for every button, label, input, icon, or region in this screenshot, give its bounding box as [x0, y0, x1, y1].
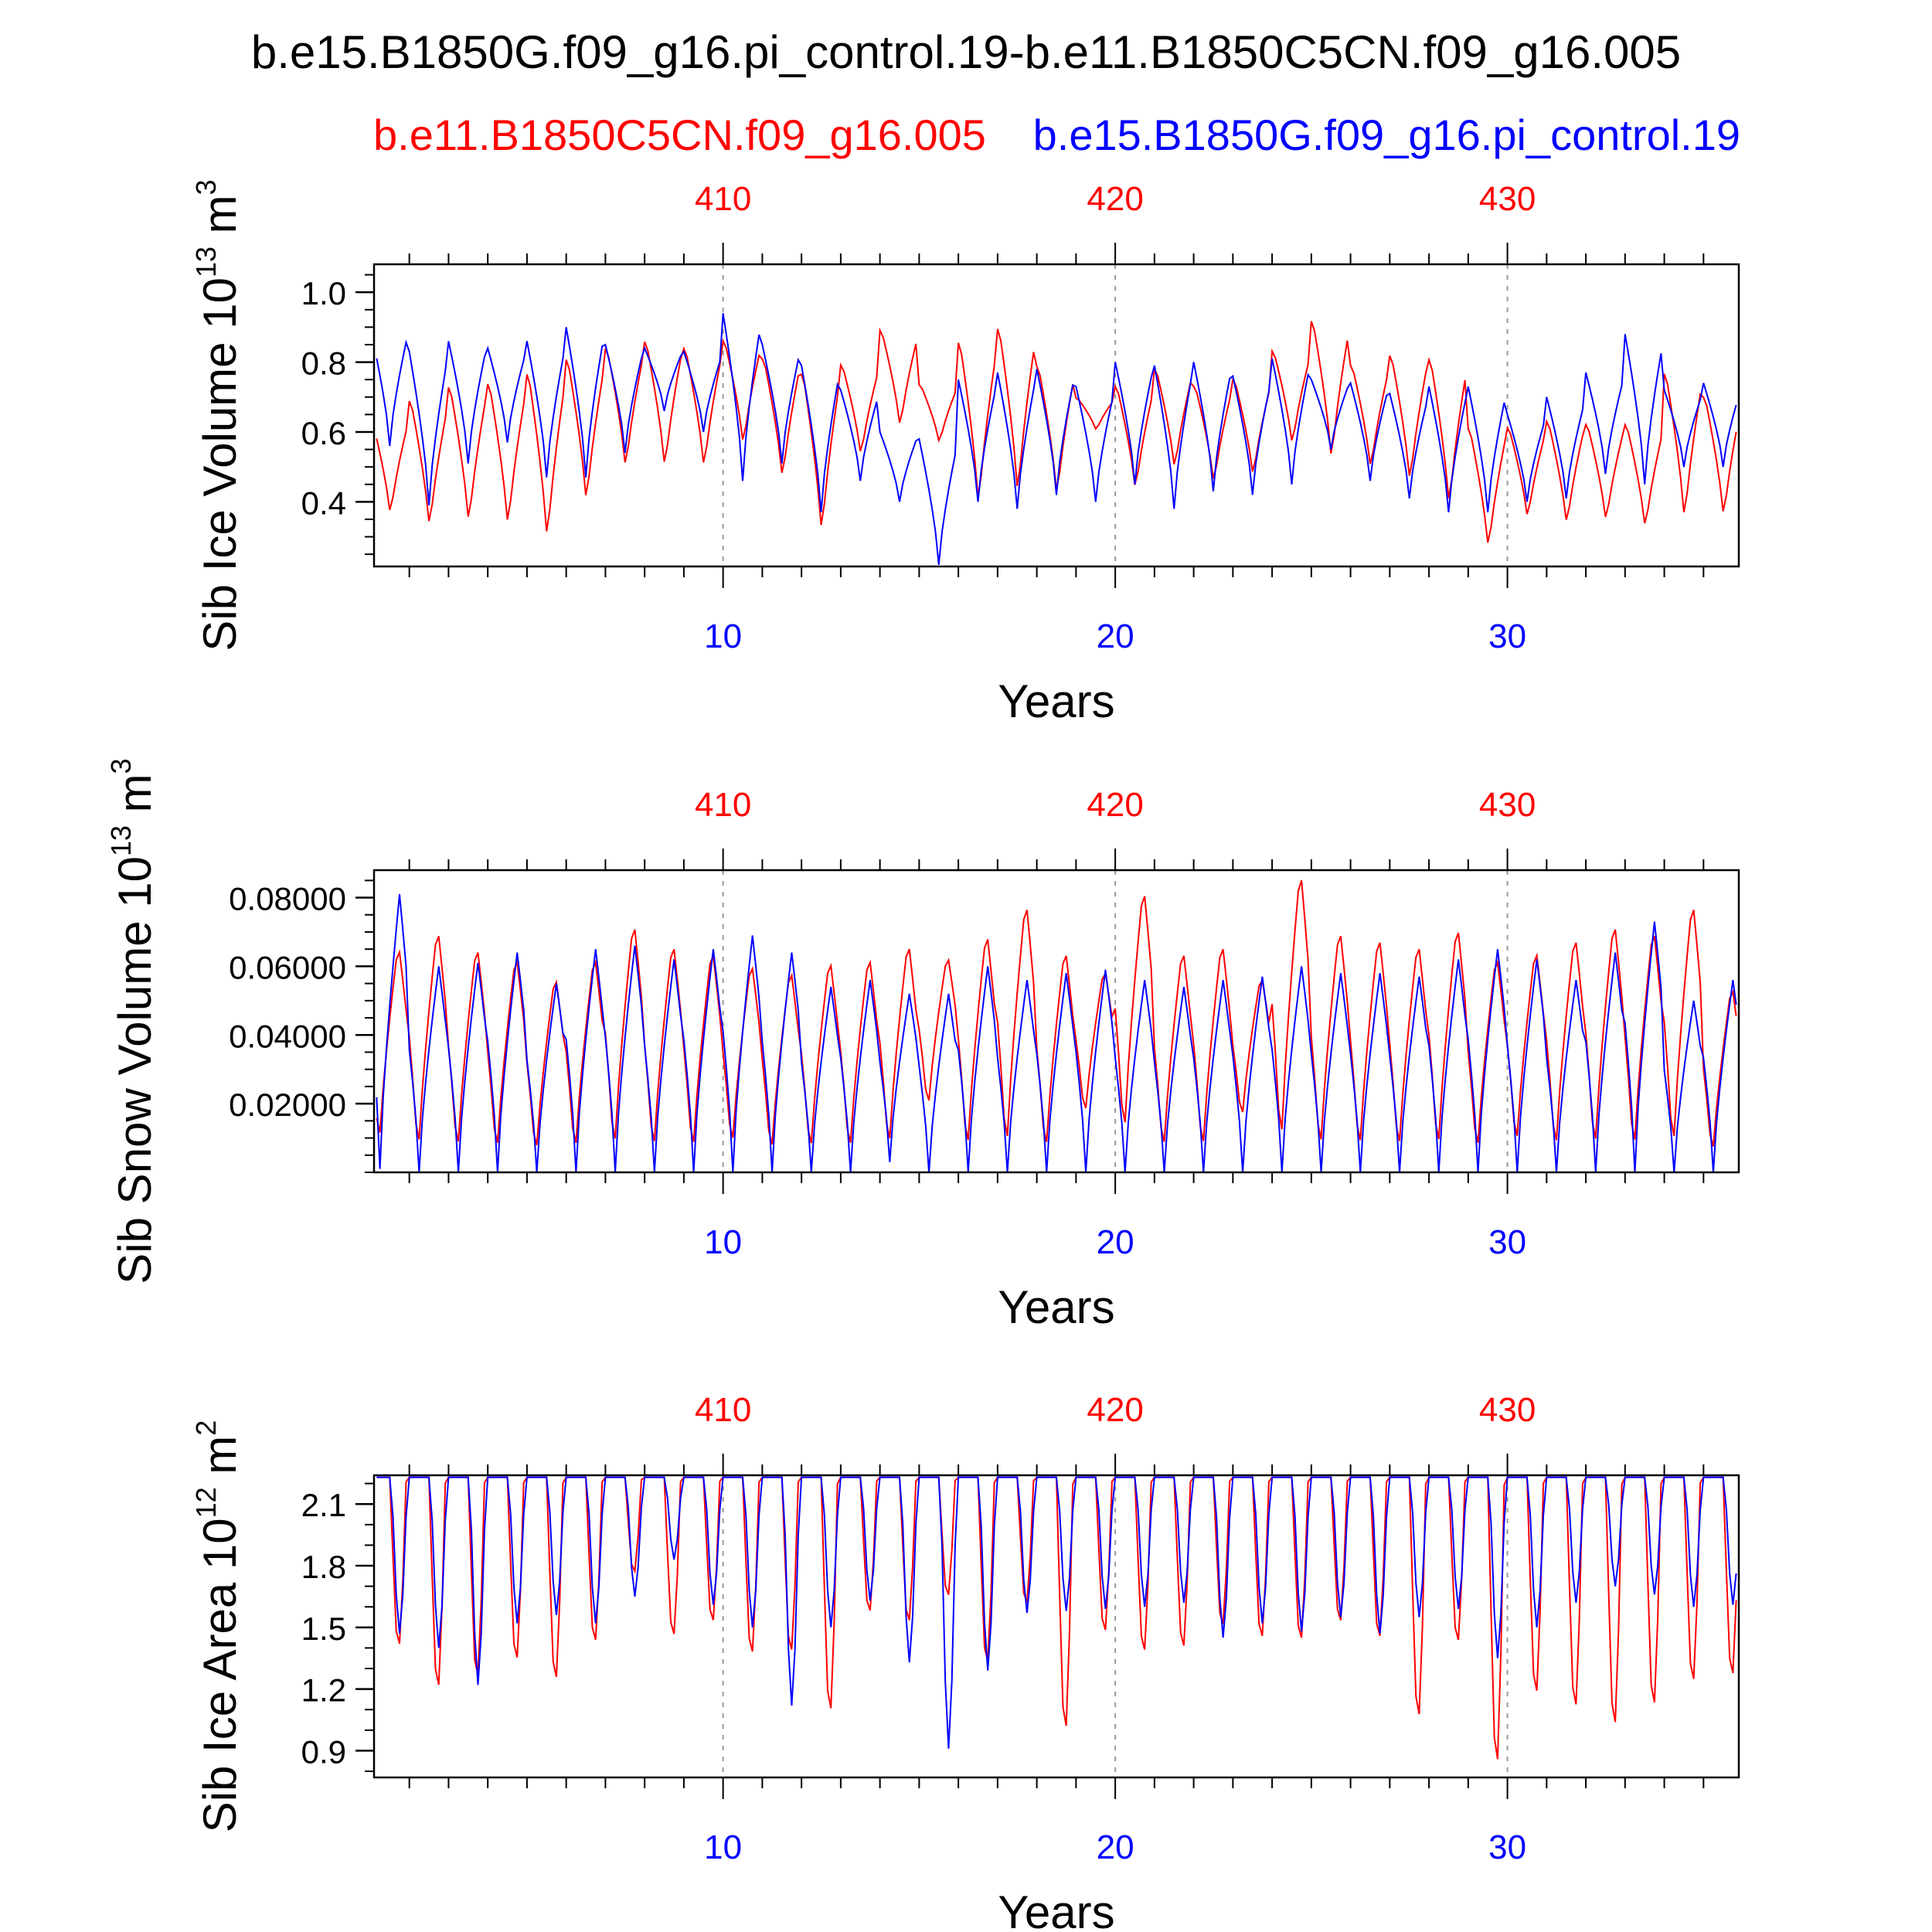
x-tick-label-top: 430 — [1479, 180, 1536, 218]
y-axis-label-unit-exponent: 3 — [190, 179, 222, 195]
y-axis-label: Sib Ice Area 1012 m2 — [190, 1420, 246, 1833]
y-axis-label-unit: m — [109, 774, 161, 825]
x-tick-label-bottom: 10 — [704, 1223, 742, 1261]
y-axis-label-unit-exponent: 2 — [190, 1420, 222, 1436]
x-tick-label-top: 430 — [1479, 1391, 1536, 1429]
y-tick-label: 1.0 — [301, 275, 346, 311]
y-axis-label-unit: m — [194, 195, 246, 247]
y-axis-label-unit-exponent: 3 — [105, 758, 137, 774]
x-axis-label: Years — [998, 1281, 1114, 1333]
x-tick-label-top: 420 — [1087, 1391, 1143, 1429]
x-tick-label-bottom: 20 — [1097, 1828, 1134, 1866]
series-line-blue — [376, 313, 1737, 565]
y-tick-label: 1.2 — [301, 1672, 346, 1709]
x-tick-label-top: 420 — [1087, 786, 1143, 824]
y-tick-label: 0.8 — [301, 345, 346, 382]
series-line-blue — [376, 894, 1737, 1173]
y-tick-label: 0.08000 — [229, 881, 346, 917]
y-tick-label: 1.5 — [301, 1611, 346, 1647]
y-axis-label-main: Sib Ice Area 10 — [194, 1518, 246, 1832]
x-tick-label-bottom: 30 — [1488, 1828, 1526, 1866]
y-axis-label: Sib Ice Volume 1013 m3 — [190, 179, 246, 651]
plot-frame — [372, 1474, 1740, 1779]
y-tick-label: 1.8 — [301, 1549, 346, 1585]
x-axis-label: Years — [998, 675, 1114, 727]
y-tick-label: 2.1 — [301, 1487, 346, 1523]
y-tick-label: 0.06000 — [229, 949, 346, 985]
legend-red-label: b.e11.B1850C5CN.f09_g16.005 — [373, 111, 986, 159]
plot-frame — [372, 263, 1740, 568]
x-tick-label-bottom: 20 — [1097, 1223, 1134, 1261]
y-tick-label: 0.6 — [301, 415, 346, 451]
x-tick-label-bottom: 20 — [1097, 617, 1134, 655]
legend-blue-label: b.e15.B1850G.f09_g16.pi_control.19 — [1033, 111, 1740, 159]
x-tick-label-top: 410 — [695, 180, 751, 218]
chart-panel-3: 0.9 1.2 1.5 1.8 2.1 10 20 30 410 420 430 Years Sib I… — [190, 1391, 1740, 1932]
x-tick-label-top: 410 — [695, 786, 751, 824]
y-tick-label: 0.9 — [301, 1733, 346, 1770]
y-axis-label: Sib Snow Volume 1013 m3 — [105, 758, 161, 1284]
y-axis-label-exponent: 12 — [190, 1487, 222, 1518]
x-tick-label-bottom: 30 — [1488, 617, 1526, 655]
x-tick-label-top: 430 — [1479, 786, 1536, 824]
y-axis-label-unit: m — [194, 1436, 246, 1488]
x-tick-label-bottom: 10 — [704, 1828, 742, 1866]
chart-panel-2: 0.02000 0.04000 0.06000 0.08000 10 20 30 410 420… — [105, 758, 1740, 1333]
x-tick-label-top: 420 — [1087, 180, 1143, 218]
y-tick-label: 0.4 — [301, 485, 346, 521]
panels: 0.4 0.6 0.8 1.0 10 20 30 410 420 430 Years Sib Ice … — [105, 179, 1740, 1932]
plot-frame — [372, 869, 1740, 1174]
x-tick-label-bottom: 10 — [704, 617, 742, 655]
x-tick-label-bottom: 30 — [1488, 1223, 1526, 1261]
y-axis-label-main: Sib Snow Volume 10 — [109, 856, 161, 1284]
x-axis-label: Years — [998, 1886, 1114, 1932]
x-tick-label-top: 410 — [695, 1391, 751, 1429]
y-axis-label-exponent: 13 — [105, 825, 137, 856]
chart-panel-1: 0.4 0.6 0.8 1.0 10 20 30 410 420 430 Years Sib Ice … — [190, 179, 1740, 727]
y-axis-label-main: Sib Ice Volume 10 — [194, 277, 246, 651]
y-tick-label: 0.02000 — [229, 1087, 346, 1123]
y-tick-label: 0.04000 — [229, 1018, 346, 1054]
y-axis-label-exponent: 13 — [190, 247, 222, 277]
figure-title: b.e15.B1850G.f09_g16.pi_control.19-b.e11… — [251, 26, 1681, 78]
series-line-blue — [376, 1476, 1737, 1749]
